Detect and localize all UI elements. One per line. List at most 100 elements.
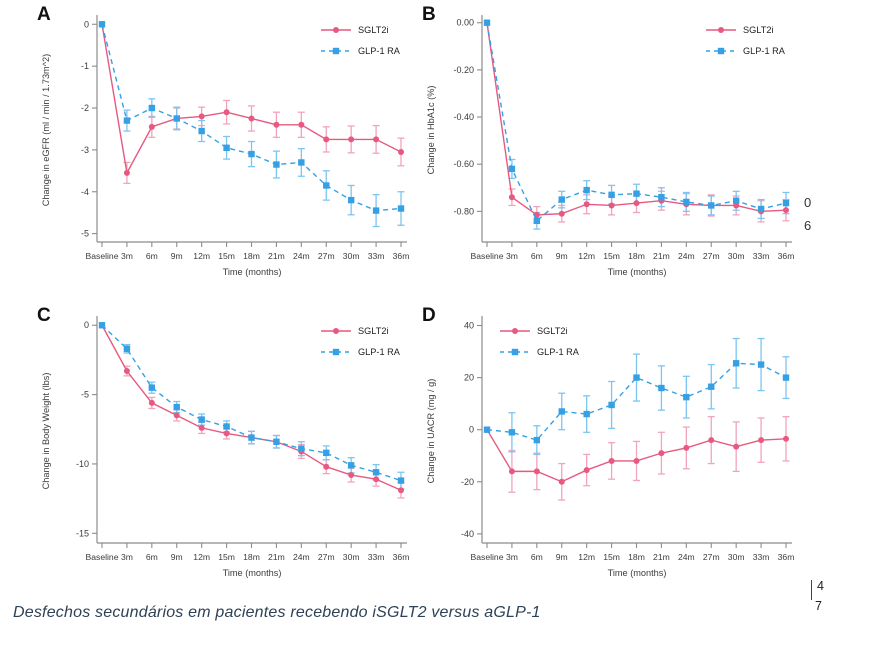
panel-c-chart: 0 -5 -10 -15 Baseline 3m 6m 9m 12m 15m 18m 21m 24m 27…: [41, 316, 410, 578]
x-tick-label: 24m: [678, 552, 695, 562]
data-point: [348, 472, 355, 479]
x-tick-label: 15m: [218, 552, 235, 562]
x-tick-label: 30m: [343, 251, 360, 261]
data-point: [508, 429, 516, 436]
x-tick-label: 6m: [146, 251, 158, 261]
page-mark-line1: 4: [817, 579, 824, 593]
x-tick-label: 30m: [343, 552, 360, 562]
x-tick-label: 18m: [243, 552, 260, 562]
panel-a-letter: A: [37, 4, 51, 25]
x-tick-label: 21m: [653, 552, 670, 562]
series-line: [101, 324, 402, 491]
y-tick-label: -20: [461, 477, 474, 487]
data-point: [372, 469, 380, 476]
data-point: [173, 412, 180, 419]
data-point: [223, 144, 230, 151]
x-tick-label: 18m: [243, 251, 260, 261]
x-axis-title: Time (months): [608, 267, 667, 277]
legend-label: SGLT2i: [358, 326, 388, 336]
data-point: [98, 322, 106, 329]
data-point: [708, 202, 715, 209]
data-point: [757, 361, 765, 368]
y-axis-title: Change in HbA1c (%): [426, 86, 436, 175]
y-tick-label: -5: [81, 229, 89, 239]
x-tick-label: 9m: [556, 552, 568, 562]
x-tick-label: 15m: [603, 251, 620, 261]
y-tick-label: -15: [76, 528, 89, 538]
legend-label: SGLT2i: [358, 25, 388, 35]
data-point: [583, 186, 590, 194]
x-tick-label: 36m: [393, 552, 410, 562]
panel-d: D 40 20 0 -20 -40 Baseline 3m 6m 9m 12m 15m 18m 21m 2…: [420, 303, 810, 598]
data-point: [558, 196, 565, 203]
x-tick-label: 3m: [121, 552, 133, 562]
x-tick-label: Baseline: [86, 251, 119, 261]
data-point: [323, 449, 330, 457]
panel-b-chart: 0.00 -0.20 -0.40 -0.60 -0.80 Baseline 3m 6m 9m 12…: [426, 15, 795, 277]
data-point: [533, 468, 540, 475]
x-tick-label: 21m: [268, 552, 285, 562]
y-tick-label: -10: [76, 459, 89, 469]
y-tick-label: -40: [461, 529, 474, 539]
data-point: [323, 136, 330, 143]
y-tick-label: -1: [81, 61, 89, 71]
data-point: [533, 217, 541, 224]
data-point: [658, 194, 665, 201]
data-point: [173, 115, 180, 122]
x-tick-label: 12m: [193, 251, 210, 261]
data-point: [608, 191, 615, 199]
data-point: [783, 435, 789, 442]
clipped-text-line1: 0: [804, 195, 812, 210]
data-point: [348, 136, 355, 143]
data-point: [198, 113, 205, 120]
data-point: [123, 368, 130, 375]
legend-label: SGLT2i: [743, 25, 773, 35]
data-point: [248, 434, 255, 441]
data-point: [273, 438, 280, 445]
x-tick-label: 21m: [653, 251, 670, 261]
data-point: [373, 476, 380, 483]
data-point: [397, 477, 405, 484]
data-point: [198, 416, 205, 423]
data-point: [732, 360, 740, 367]
x-tick-label: 30m: [728, 552, 745, 562]
x-tick-label: 27m: [318, 552, 335, 562]
data-point: [708, 437, 715, 444]
data-point: [198, 424, 205, 431]
x-tick-label: 12m: [578, 552, 595, 562]
data-point: [223, 423, 230, 430]
data-point: [298, 121, 305, 128]
data-point: [757, 205, 765, 213]
data-point: [273, 161, 280, 168]
x-tick-label: 27m: [703, 251, 720, 261]
x-tick-label: Baseline: [471, 552, 504, 562]
y-tick-label: -3: [81, 145, 89, 155]
data-point: [683, 198, 690, 206]
figure-caption: Desfechos secundários em pacientes receb…: [13, 604, 541, 621]
data-point: [347, 196, 355, 204]
data-point: [248, 115, 255, 122]
data-point: [608, 202, 615, 209]
data-point: [733, 443, 740, 450]
panel-b-letter: B: [422, 4, 436, 25]
y-axis-title: Change in eGFR (ml / min / 1.73m^2): [41, 54, 51, 206]
data-point: [148, 384, 156, 391]
y-tick-label: 0: [84, 320, 89, 330]
x-tick-label: 9m: [556, 251, 568, 261]
panel-c-letter: C: [37, 305, 51, 326]
y-tick-label: -0.20: [453, 65, 474, 75]
data-point: [782, 199, 790, 207]
data-point: [123, 169, 130, 176]
data-point: [783, 207, 789, 214]
x-tick-label: 3m: [506, 251, 518, 261]
legend-label: SGLT2i: [537, 326, 567, 336]
x-tick-label: 18m: [628, 552, 645, 562]
data-point: [298, 159, 305, 166]
data-point: [758, 437, 765, 444]
data-point: [658, 384, 665, 392]
y-tick-label: -0.80: [453, 206, 474, 216]
data-point: [633, 200, 640, 207]
y-tick-label: 40: [464, 321, 474, 331]
x-tick-label: 36m: [778, 251, 795, 261]
